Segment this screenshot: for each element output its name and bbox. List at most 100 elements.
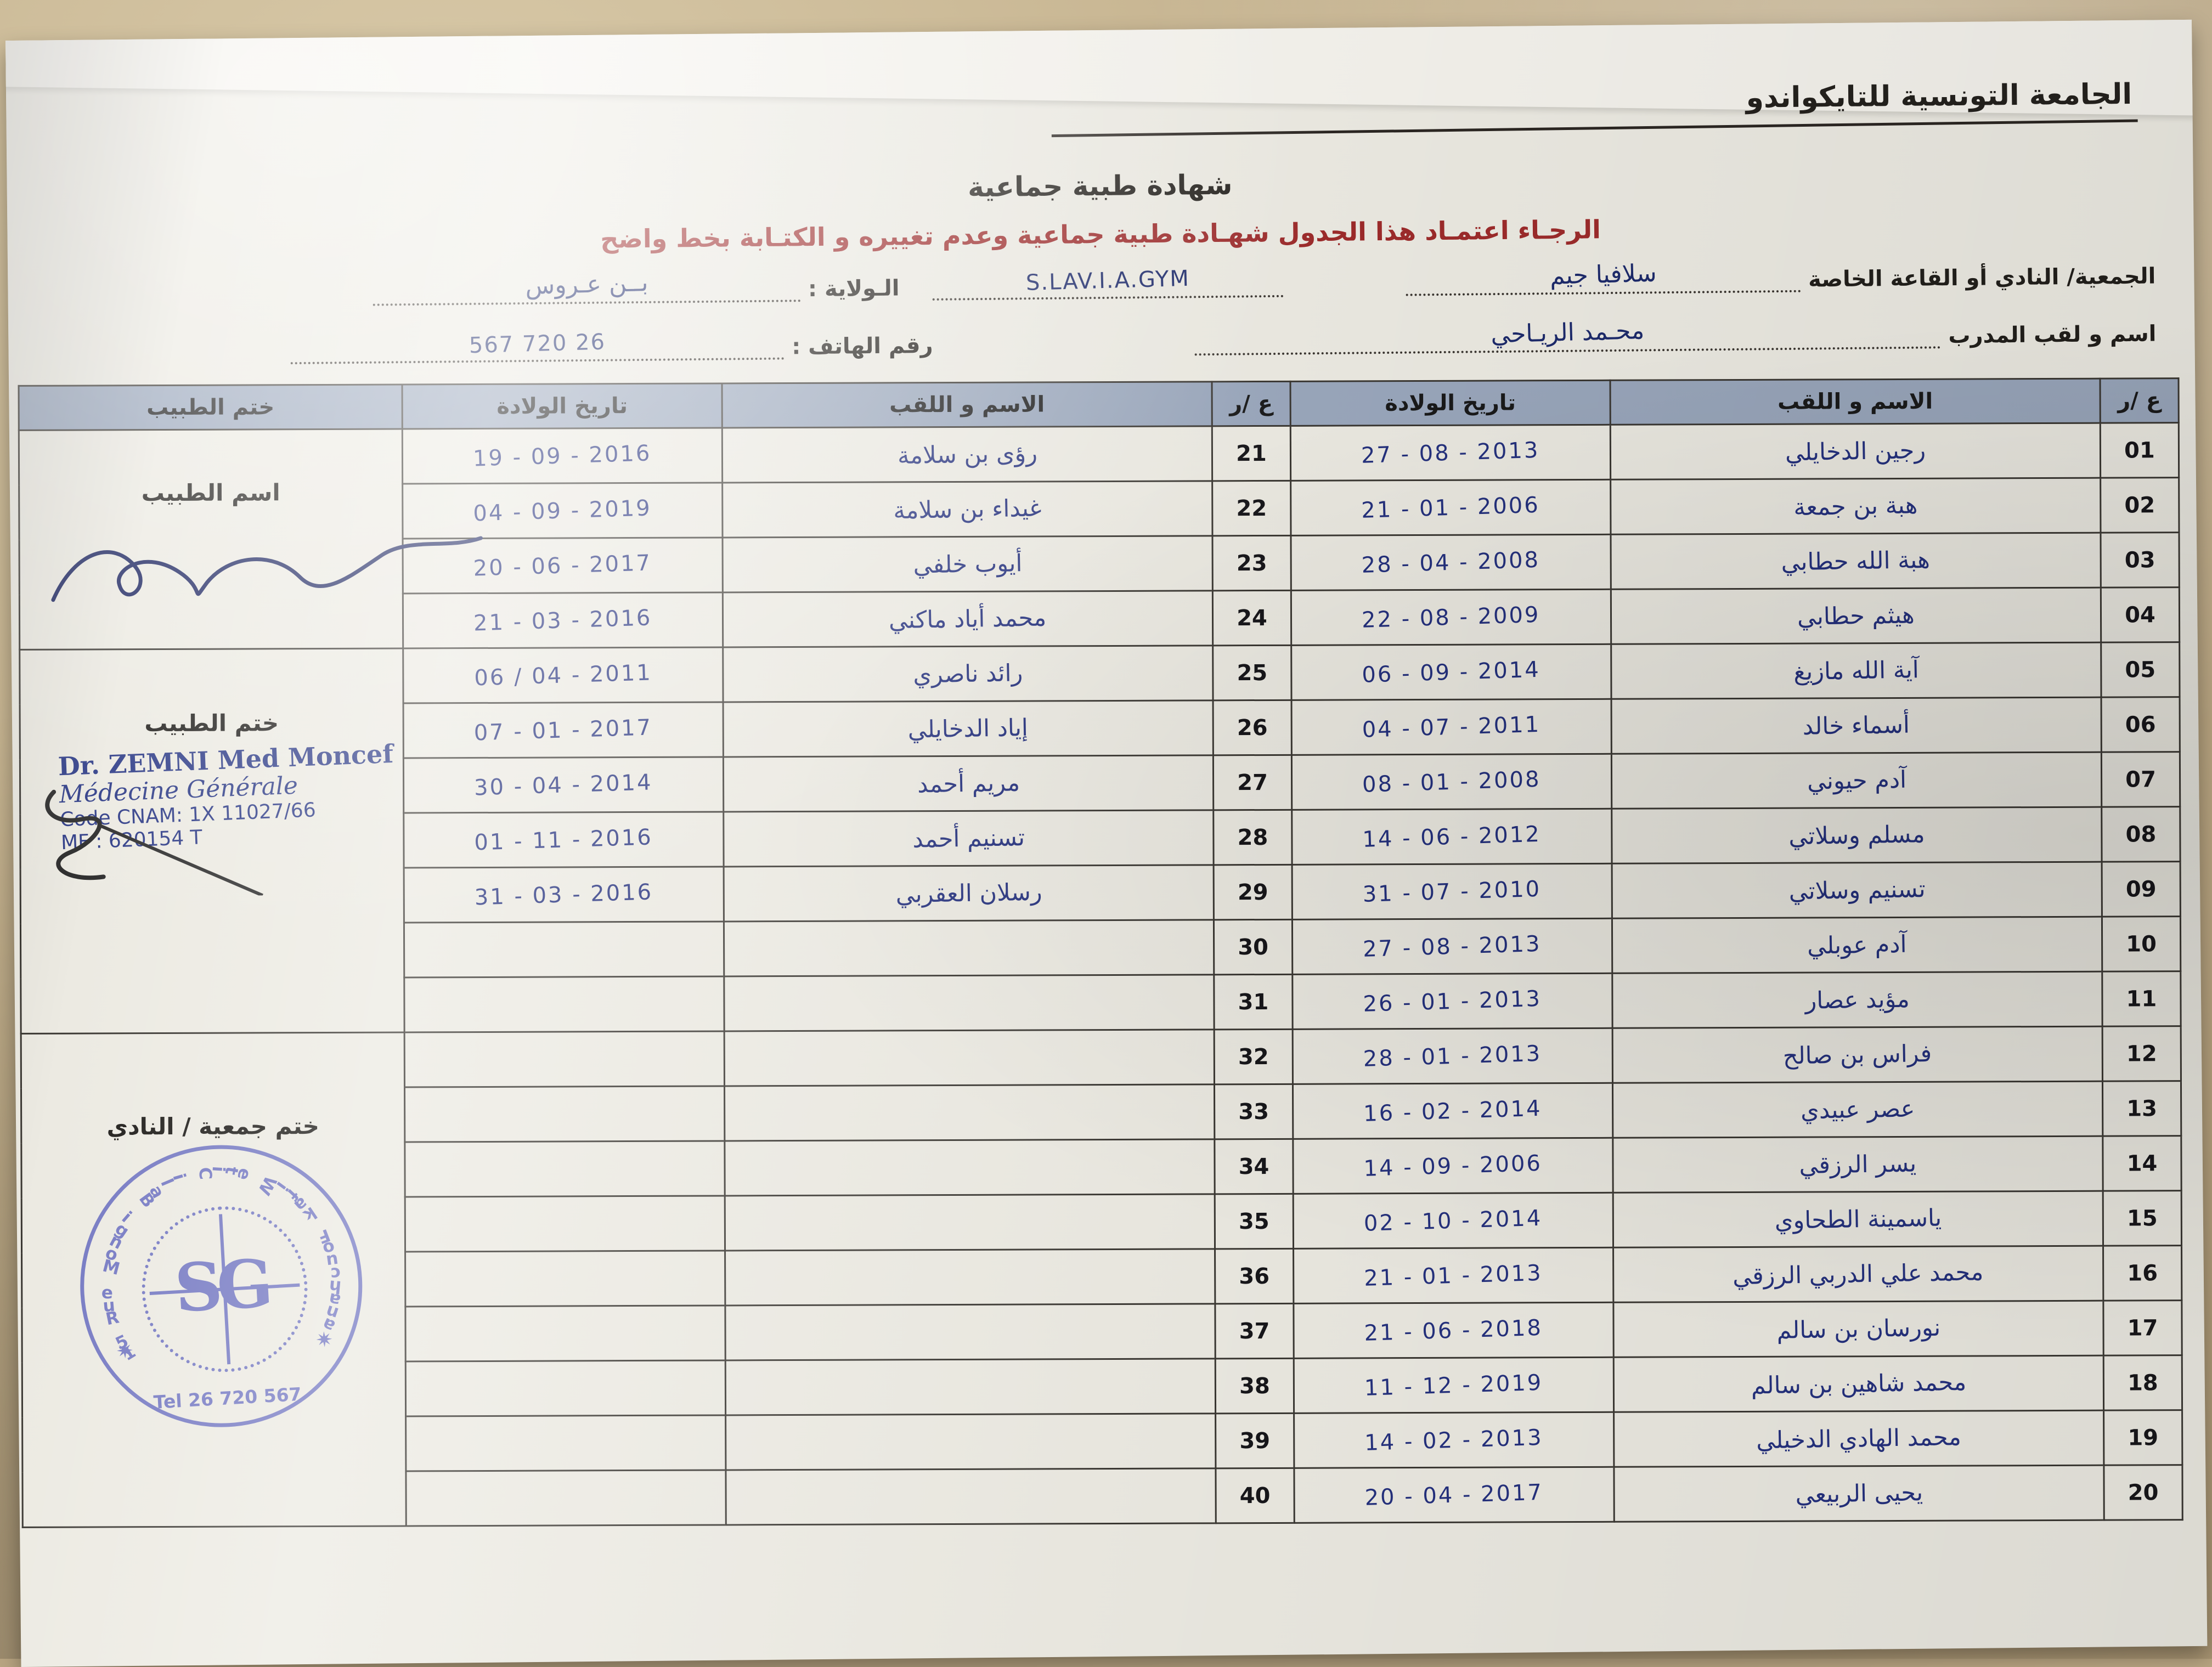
cell-num-right[interactable]: 11 xyxy=(2102,971,2181,1027)
cell-name-right[interactable]: مسلم وسلاتي xyxy=(1611,807,2102,864)
cell-name-left[interactable] xyxy=(724,974,1215,1031)
cell-name-right[interactable]: أسماء خالد xyxy=(1611,697,2102,754)
cell-num-right[interactable]: 07 xyxy=(2101,751,2180,807)
cell-name-right[interactable]: تسنيم وسلاتي xyxy=(1612,862,2102,919)
cell-num-left[interactable]: 23 xyxy=(1212,535,1291,591)
cell-birth-left[interactable] xyxy=(404,976,725,1032)
cell-name-left[interactable]: أيوب خلفي xyxy=(722,535,1213,592)
cell-birth-left[interactable] xyxy=(404,1031,725,1087)
cell-num-left[interactable]: 30 xyxy=(1214,919,1293,975)
cell-birth-right[interactable]: 2012 - 06 - 14 xyxy=(1291,809,1612,865)
cell-num-left[interactable]: 35 xyxy=(1215,1194,1294,1249)
cell-name-right[interactable]: آية الله مازيغ xyxy=(1611,642,2102,699)
cell-birth-left[interactable] xyxy=(405,1360,726,1416)
cell-birth-right[interactable]: 2019 - 12 - 11 xyxy=(1294,1357,1614,1414)
cell-name-left[interactable]: رائد ناصري xyxy=(723,645,1214,702)
cell-num-left[interactable]: 25 xyxy=(1212,645,1292,700)
cell-num-right[interactable]: 12 xyxy=(2102,1026,2181,1082)
cell-name-left[interactable] xyxy=(724,1084,1215,1141)
cell-name-right[interactable]: محمد شاهين بن سالم xyxy=(1613,1355,2104,1412)
cell-name-left[interactable]: غيداء بن سلامة xyxy=(722,481,1212,538)
cell-birth-right[interactable]: 2014 - 09 - 06 xyxy=(1291,644,1612,700)
cell-birth-right[interactable]: 2017 - 04 - 20 xyxy=(1294,1467,1615,1523)
cell-name-right[interactable]: رجين الدخايلي xyxy=(1610,423,2101,480)
coach-input[interactable]: محـمد الريـاحي xyxy=(1194,317,1941,356)
cell-birth-right[interactable]: 2018 - 06 - 21 xyxy=(1293,1302,1614,1359)
cell-num-left[interactable]: 29 xyxy=(1214,864,1293,920)
cell-num-left[interactable]: 38 xyxy=(1215,1358,1294,1414)
cell-num-right[interactable]: 05 xyxy=(2101,642,2180,698)
cell-num-left[interactable]: 37 xyxy=(1215,1303,1294,1359)
cell-name-left[interactable] xyxy=(725,1194,1215,1251)
cell-name-left[interactable] xyxy=(724,1029,1215,1086)
cell-num-left[interactable]: 22 xyxy=(1212,481,1291,536)
cell-name-left[interactable]: محمد أياد ماكني xyxy=(723,590,1213,647)
cell-name-right[interactable]: ياسمينة الطحاوي xyxy=(1613,1191,2103,1248)
cell-num-left[interactable]: 34 xyxy=(1214,1139,1294,1194)
cell-name-right[interactable]: فراس بن صالح xyxy=(1612,1026,2103,1083)
cell-name-right[interactable]: هبة الله حطابي xyxy=(1610,533,2101,590)
cell-name-left[interactable]: رؤى بن سلامة xyxy=(722,426,1212,483)
cell-name-right[interactable]: يسر الرزقي xyxy=(1612,1136,2103,1193)
cell-birth-left[interactable]: 2016 - 03 - 31 xyxy=(404,866,724,923)
phone-input[interactable]: 26 720 567 xyxy=(290,329,785,365)
cell-birth-right[interactable]: 2010 - 07 - 31 xyxy=(1292,863,1612,920)
cell-birth-left[interactable] xyxy=(405,1305,726,1361)
cell-num-right[interactable]: 04 xyxy=(2101,587,2180,643)
cell-num-right[interactable]: 20 xyxy=(2103,1465,2183,1521)
cell-name-left[interactable]: إياد الدخايلي xyxy=(723,700,1214,757)
cell-name-right[interactable]: هبة بن جمعة xyxy=(1610,478,2101,535)
cell-name-right[interactable]: هيثم حطابي xyxy=(1611,587,2101,645)
cell-num-right[interactable]: 10 xyxy=(2102,916,2181,972)
cell-num-right[interactable]: 13 xyxy=(2102,1081,2181,1137)
cell-num-left[interactable]: 21 xyxy=(1212,426,1291,481)
cell-birth-left[interactable] xyxy=(404,921,724,977)
cell-name-right[interactable]: عصر عبيدي xyxy=(1612,1081,2103,1138)
cell-name-left[interactable] xyxy=(725,1413,1216,1470)
cell-num-right[interactable]: 17 xyxy=(2103,1300,2182,1356)
cell-num-left[interactable]: 40 xyxy=(1215,1468,1295,1523)
cell-num-right[interactable]: 09 xyxy=(2102,861,2181,917)
cell-name-left[interactable] xyxy=(724,919,1214,976)
cell-birth-left[interactable] xyxy=(405,1195,725,1252)
cell-name-right[interactable]: محمد الهادي الدخيلي xyxy=(1613,1410,2104,1467)
doctor-stamp-cell[interactable]: ختم الطبيب Dr. ZEMNI Med Moncef Médecine G… xyxy=(19,648,405,1034)
governorate-input[interactable]: بــن عـروس xyxy=(372,269,801,306)
cell-num-right[interactable]: 14 xyxy=(2102,1135,2182,1191)
cell-birth-right[interactable]: 2013 - 01 - 28 xyxy=(1293,1028,1613,1084)
cell-num-right[interactable]: 08 xyxy=(2101,806,2181,862)
cell-birth-right[interactable]: 2011 - 07 - 04 xyxy=(1291,699,1612,755)
cell-name-left[interactable] xyxy=(725,1468,1216,1525)
cell-name-left[interactable]: رسلان العقربي xyxy=(724,864,1214,922)
cell-num-left[interactable]: 26 xyxy=(1213,700,1292,755)
cell-birth-right[interactable]: 2013 - 08 - 27 xyxy=(1292,918,1612,975)
cell-birth-left[interactable] xyxy=(404,1086,725,1142)
cell-name-right[interactable]: محمد علي الدربي الرزقي xyxy=(1613,1246,2103,1303)
club-input[interactable]: سلافيا جيم xyxy=(1405,259,1801,296)
cell-name-left[interactable]: مريم أحمد xyxy=(723,755,1214,812)
cell-num-right[interactable]: 18 xyxy=(2103,1355,2182,1411)
cell-birth-right[interactable]: 2008 - 01 - 08 xyxy=(1291,754,1612,810)
cell-num-right[interactable]: 15 xyxy=(2103,1190,2182,1246)
cell-birth-right[interactable]: 2013 - 08 - 27 xyxy=(1290,425,1611,481)
cell-birth-right[interactable]: 2008 - 04 - 28 xyxy=(1290,534,1611,591)
club-latin-input[interactable]: S.LAV.I.A.GYM xyxy=(932,266,1284,301)
cell-num-left[interactable]: 33 xyxy=(1214,1084,1293,1139)
cell-num-left[interactable]: 28 xyxy=(1213,810,1293,865)
cell-birth-left[interactable] xyxy=(404,1140,725,1197)
cell-birth-left[interactable]: 2011 - 04 / 06 xyxy=(403,647,724,703)
cell-birth-left[interactable] xyxy=(405,1250,725,1307)
cell-name-left[interactable]: تسنيم أحمد xyxy=(723,810,1214,867)
cell-num-left[interactable]: 39 xyxy=(1215,1413,1294,1468)
cell-birth-right[interactable]: 2013 - 01 - 21 xyxy=(1293,1247,1613,1304)
cell-num-right[interactable]: 16 xyxy=(2103,1245,2182,1301)
cell-birth-right[interactable]: 2014 - 02 - 16 xyxy=(1293,1083,1613,1139)
cell-num-right[interactable]: 06 xyxy=(2101,697,2180,753)
cell-birth-left[interactable] xyxy=(405,1470,726,1526)
cell-name-right[interactable]: نورسان بن سالم xyxy=(1613,1301,2104,1358)
cell-num-left[interactable]: 24 xyxy=(1212,590,1291,646)
cell-birth-left[interactable]: 2016 - 09 - 19 xyxy=(402,427,723,484)
doctor-name-cell[interactable]: اسم الطبيب xyxy=(19,428,483,650)
cell-name-left[interactable] xyxy=(725,1303,1216,1360)
